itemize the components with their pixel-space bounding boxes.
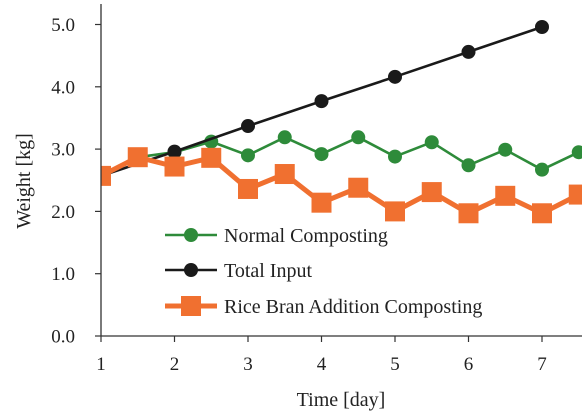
axes: 0.0 1.0 2.0 3.0 4.0 5.0 1 2 3 4 5 6 7	[51, 4, 582, 375]
legend: Normal Composting Total Input Rice Bran Ad…	[165, 225, 482, 318]
data-point	[498, 142, 513, 157]
data-point	[385, 201, 405, 222]
y-tick-label: 2.0	[51, 202, 75, 223]
legend-entry: Normal Composting	[165, 225, 388, 247]
data-point	[532, 203, 552, 224]
data-point	[421, 182, 442, 203]
legend-marker	[181, 296, 201, 316]
x-tick-label: 6	[464, 354, 474, 375]
data-point	[461, 158, 476, 173]
data-point	[201, 147, 222, 168]
x-tick-label: 2	[170, 354, 180, 375]
legend-label: Normal Composting	[224, 225, 388, 247]
data-point	[101, 165, 111, 186]
data-point	[314, 94, 329, 109]
legend-label: Rice Bran Addition Composting	[224, 296, 482, 318]
data-point	[241, 148, 255, 163]
legend-entry: Rice Bran Addition Composting	[165, 296, 482, 318]
data-point	[127, 147, 148, 168]
y-tick-label: 4.0	[51, 77, 75, 98]
data-point	[424, 135, 439, 150]
legend-label: Total Input	[224, 260, 312, 282]
data-point	[461, 44, 476, 59]
y-axis-title: Weight [kg]	[13, 133, 35, 229]
y-tick-label: 5.0	[51, 15, 75, 36]
data-point	[495, 185, 516, 206]
data-point	[164, 156, 185, 177]
data-point	[311, 192, 332, 213]
legend-marker	[184, 228, 198, 242]
x-tick-label: 1	[96, 354, 106, 375]
x-tick-label: 3	[243, 354, 253, 375]
series-layer	[101, 19, 582, 224]
data-point	[241, 119, 255, 134]
x-tick-label: 7	[537, 354, 547, 375]
data-point	[348, 177, 369, 198]
data-point	[568, 184, 582, 205]
data-point	[274, 164, 295, 185]
series-rice-bran-addition-composting	[101, 147, 582, 224]
data-point	[535, 162, 549, 177]
x-tick-label: 4	[317, 354, 327, 375]
data-point	[314, 147, 329, 162]
legend-marker	[184, 263, 198, 277]
data-point	[535, 19, 549, 34]
y-tick-label: 0.0	[51, 327, 75, 348]
data-point	[388, 149, 402, 164]
data-point	[571, 145, 582, 160]
y-tick-label: 3.0	[51, 140, 75, 161]
data-point	[238, 178, 258, 199]
data-point	[167, 144, 182, 159]
x-axis-title: Time [day]	[297, 389, 386, 411]
legend-entry: Total Input	[165, 260, 312, 282]
data-point	[277, 130, 292, 145]
y-tick-label: 1.0	[51, 264, 75, 285]
x-tick-label: 5	[390, 354, 400, 375]
data-point	[458, 203, 479, 224]
data-point	[351, 130, 366, 145]
data-point	[388, 69, 402, 84]
